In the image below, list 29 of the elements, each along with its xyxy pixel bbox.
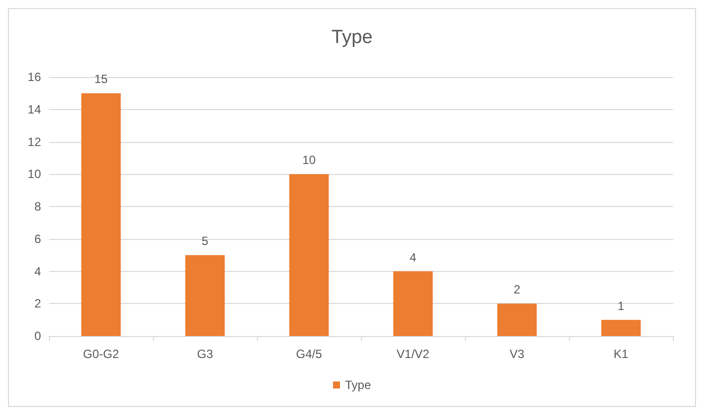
x-tick-label: G3 bbox=[196, 347, 214, 361]
y-tick-label: 6 bbox=[34, 232, 42, 246]
y-tick-label: 14 bbox=[28, 102, 42, 116]
bar bbox=[81, 93, 121, 336]
chart-title: Type bbox=[331, 27, 373, 48]
x-tick-label: G4/5 bbox=[296, 347, 322, 361]
y-tick-label: 8 bbox=[34, 200, 42, 214]
bar bbox=[185, 255, 225, 336]
y-tick-label: 2 bbox=[34, 296, 42, 311]
y-tick-label: 10 bbox=[28, 167, 42, 182]
data-label: 1 bbox=[618, 298, 625, 313]
data-label: 4 bbox=[410, 250, 417, 264]
x-tick-label: V1/V2 bbox=[396, 347, 430, 361]
x-tick-label: K1 bbox=[614, 347, 629, 361]
bar bbox=[289, 174, 329, 336]
data-label: 10 bbox=[302, 153, 316, 168]
data-label: 2 bbox=[514, 282, 521, 297]
y-tick-label: 4 bbox=[34, 264, 42, 278]
y-tick-label: 16 bbox=[28, 70, 42, 84]
y-tick-label: 0 bbox=[34, 329, 42, 343]
bar bbox=[601, 320, 641, 336]
data-label: 15 bbox=[94, 72, 108, 86]
x-tick-label: G0-G2 bbox=[82, 347, 120, 361]
bar bbox=[497, 304, 537, 336]
data-label: 5 bbox=[202, 234, 209, 248]
legend-label: Type bbox=[344, 378, 372, 392]
x-tick-label: V3 bbox=[510, 347, 525, 361]
y-tick-label: 12 bbox=[28, 134, 42, 149]
bar bbox=[393, 271, 433, 336]
